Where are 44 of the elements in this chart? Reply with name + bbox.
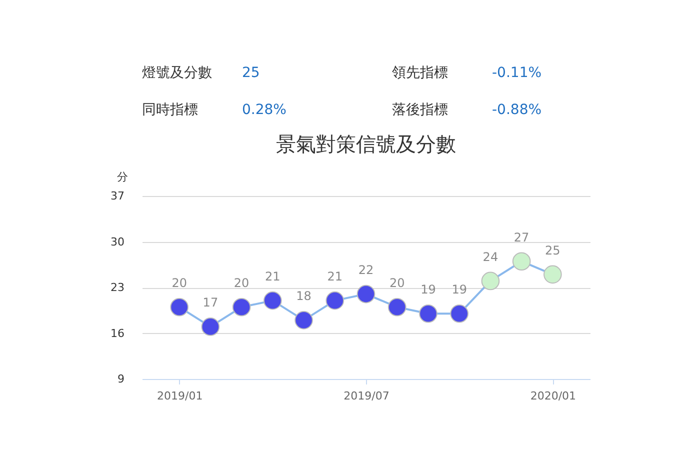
- text: -0.11%: [492, 65, 542, 81]
- y-tick-label: 23: [110, 281, 124, 294]
- y-tick-label: 30: [110, 235, 124, 248]
- text: 25: [242, 65, 260, 81]
- text: 燈號及分數: [142, 65, 212, 81]
- y-tick-label: 9: [118, 372, 124, 386]
- point: [170, 298, 188, 316]
- point: [326, 291, 344, 310]
- data-label: 20: [172, 276, 187, 290]
- data-label: 22: [358, 263, 374, 278]
- data-label: 18: [296, 289, 312, 304]
- data-label: 20: [234, 276, 250, 290]
- x-tick-label: 2019/01: [156, 390, 203, 402]
- data-label: 21: [265, 270, 280, 284]
- data-label: 20: [389, 276, 405, 290]
- data-label: 19: [420, 282, 436, 297]
- y-tick-label: 37: [110, 190, 124, 202]
- point: [232, 298, 251, 316]
- point: [419, 304, 438, 323]
- point: [356, 284, 376, 304]
- point: [294, 311, 313, 330]
- text: 落後指標: [392, 102, 448, 118]
- data-label: 27: [514, 230, 530, 244]
- data-label: 19: [452, 282, 467, 297]
- point: [481, 272, 500, 290]
- text: 領先指標: [392, 65, 448, 81]
- data-label: 21: [327, 270, 343, 284]
- data-label: 17: [202, 296, 218, 310]
- point: [264, 291, 282, 310]
- point: [544, 265, 562, 284]
- x-tick-label: 2020/01: [530, 390, 576, 402]
- point: [201, 318, 220, 336]
- y-tick-label: 16: [110, 326, 124, 340]
- y-axis-title: 分: [117, 170, 128, 184]
- text: -0.88%: [492, 102, 542, 118]
- x-tick-label: 2019/07: [344, 390, 390, 402]
- text: 同時指標: [142, 102, 198, 118]
- point: [388, 298, 406, 316]
- chart-title: 景氣對策信號及分數: [276, 132, 456, 156]
- point: [512, 252, 531, 270]
- data-label: 25: [545, 243, 560, 258]
- data-label: 24: [482, 250, 498, 264]
- text: 0.28%: [242, 102, 286, 118]
- point: [450, 304, 468, 323]
